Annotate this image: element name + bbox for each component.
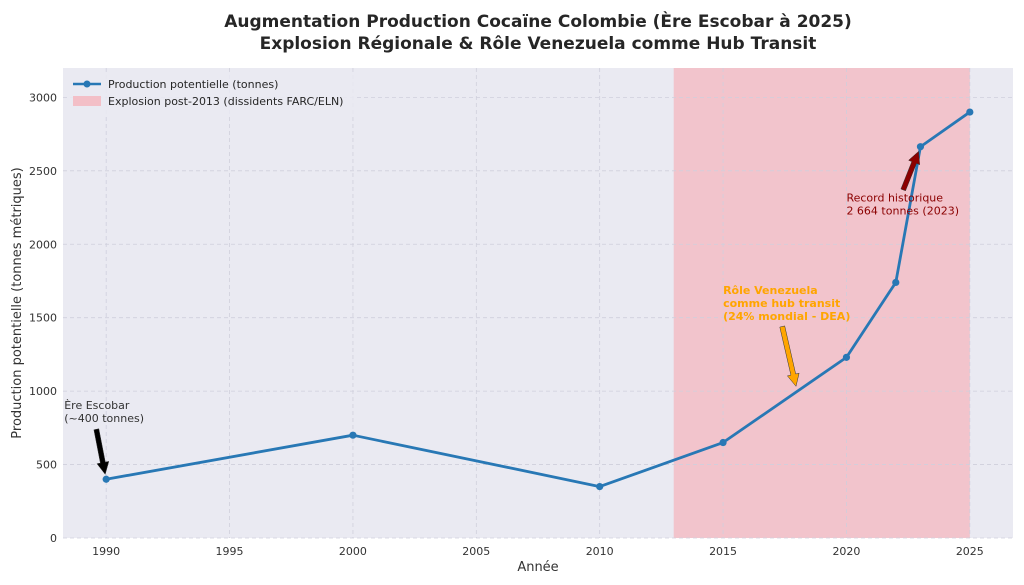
y-tick-label: 0	[50, 532, 57, 545]
legend-region-label: Explosion post-2013 (dissidents FARC/ELN…	[108, 95, 343, 108]
annotation-text: Record historique	[846, 192, 943, 205]
data-point	[966, 108, 974, 116]
x-tick-label: 2020	[832, 545, 860, 558]
y-tick-label: 1500	[29, 312, 57, 325]
y-tick-label: 2500	[29, 165, 57, 178]
grid-layer	[63, 68, 1013, 539]
legend: Production potentielle (tonnes) Explosio…	[67, 73, 357, 115]
y-tick-label: 1000	[29, 385, 57, 398]
y-tick-label: 2000	[29, 238, 57, 251]
series-layer	[102, 108, 974, 491]
x-tick-label: 2000	[339, 545, 367, 558]
x-axis-label: Année	[517, 560, 558, 575]
chart-title-line-1: Augmentation Production Cocaïne Colombie…	[224, 10, 852, 32]
annotation-text: Ère Escobar	[64, 399, 130, 412]
annotation-text: (~400 tonnes)	[64, 412, 144, 425]
x-tick-label: 1995	[216, 545, 244, 558]
data-point	[719, 438, 727, 447]
data-point	[842, 353, 851, 361]
y-axis-label: Production potentielle (tonnes métriques…	[10, 167, 25, 438]
y-tick-label: 3000	[29, 91, 57, 104]
x-tick-label: 2010	[586, 545, 614, 558]
data-point	[916, 143, 925, 151]
annotations-layer: Ère Escobar(~400 tonnes) Rôle Venezuelaco…	[64, 150, 959, 475]
annotation-arrow	[93, 428, 110, 475]
series-line	[104, 110, 972, 488]
data-point	[102, 475, 110, 483]
chart-title-line-2: Explosion Régionale & Rôle Venezuela com…	[260, 34, 817, 54]
x-tick-label: 2005	[462, 545, 490, 558]
annotation-text: comme hub transit	[723, 297, 840, 310]
y-tick-label: 500	[36, 459, 57, 472]
x-tick-label: 1990	[92, 545, 120, 558]
annotation-text: (24% mondial - DEA)	[723, 310, 850, 323]
annotation-arrow	[900, 150, 920, 192]
legend-region-swatch	[73, 96, 101, 106]
annotation-text: 2 664 tonnes (2023)	[846, 205, 959, 218]
data-point	[349, 431, 357, 439]
legend-box	[67, 73, 357, 115]
x-tick-label: 2015	[709, 545, 737, 558]
tick-labels: 1990 1995 2000 2005 2010 2015 2020 2025 0 500 1000…	[29, 91, 984, 558]
annotation-arrow	[779, 325, 800, 387]
data-point	[892, 278, 900, 287]
x-tick-label: 2025	[956, 545, 984, 558]
data-point	[596, 482, 604, 491]
legend-marker-swatch	[83, 80, 91, 88]
legend-series-label: Production potentielle (tonnes)	[108, 78, 278, 91]
annotation-text: Rôle Venezuela	[723, 284, 818, 297]
